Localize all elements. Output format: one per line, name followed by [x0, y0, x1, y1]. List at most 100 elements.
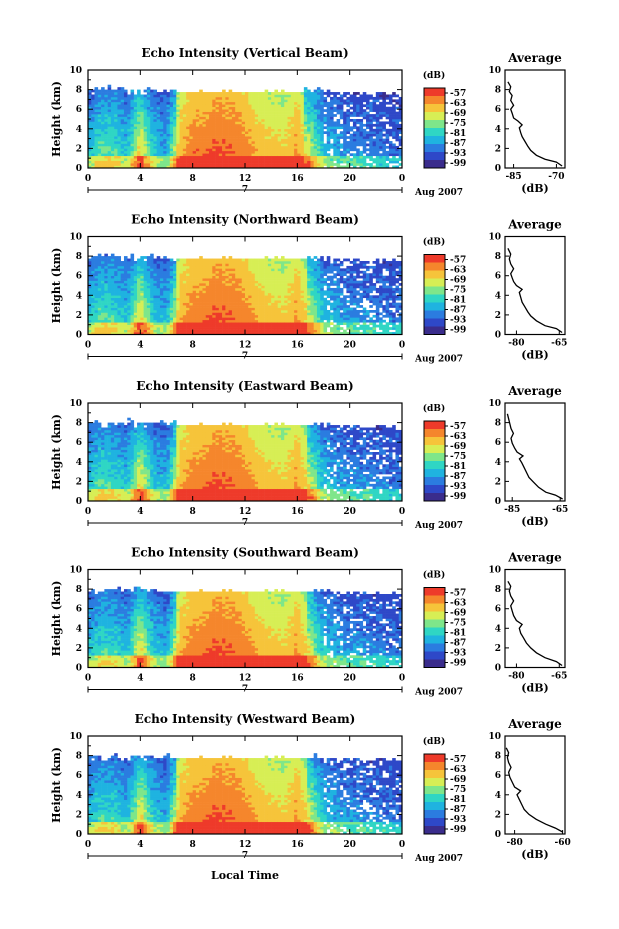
heatmap-cell — [189, 275, 193, 279]
heatmap-cell — [212, 123, 216, 127]
heatmap-cell — [245, 332, 249, 335]
heatmap-cell — [153, 312, 157, 316]
heatmap-cell — [267, 258, 272, 262]
heatmap-cell — [349, 96, 354, 100]
heatmap-cell — [218, 138, 223, 142]
heatmap-cell — [395, 121, 400, 125]
heatmap-cell — [366, 116, 370, 120]
heatmap-cell — [241, 94, 246, 98]
heatmap-cell — [264, 270, 269, 274]
heatmap-cell — [271, 292, 275, 296]
heatmap-cell — [241, 114, 246, 117]
heatmap-cell — [225, 302, 229, 306]
heatmap-cell — [146, 119, 151, 122]
heatmap-cell — [176, 153, 180, 157]
heatmap-cell — [91, 131, 95, 134]
heatmap-cell — [166, 109, 171, 112]
heatmap-cell — [274, 111, 279, 115]
heatmap-cell — [189, 261, 193, 264]
heatmap-cell — [202, 275, 207, 279]
heatmap-cell — [91, 295, 95, 299]
heatmap-cell — [251, 322, 256, 325]
heatmap-cell — [218, 119, 223, 122]
heatmap-cell — [179, 94, 184, 98]
heatmap-cell — [313, 106, 318, 110]
heatmap-cell — [366, 101, 370, 105]
heatmap-cell — [228, 153, 233, 157]
heatmap-cell — [209, 324, 213, 328]
heatmap-cell — [123, 329, 128, 333]
heatmap-cell — [280, 106, 285, 110]
heatmap-cell — [271, 141, 275, 144]
heatmap-cell — [271, 126, 275, 130]
heatmap-cell — [186, 145, 190, 149]
heatmap-cell — [189, 104, 193, 108]
heatmap-cell — [137, 314, 141, 318]
heatmap-cell — [369, 109, 373, 112]
heatmap-cell — [290, 268, 295, 272]
heatmap-cell — [137, 160, 141, 164]
heatmap-cell — [199, 89, 203, 93]
heatmap-cell — [88, 290, 92, 294]
heatmap-cell — [140, 155, 144, 159]
heatmap-cell — [277, 290, 282, 294]
heatmap-cell — [339, 111, 344, 115]
heatmap-cell — [195, 133, 200, 137]
heatmap-cell — [146, 87, 151, 90]
heatmap-cell — [303, 104, 308, 108]
heatmap-cell — [110, 165, 115, 169]
heatmap-cell — [294, 101, 298, 105]
heatmap-cell — [215, 165, 220, 169]
heatmap-cell — [91, 258, 95, 262]
heatmap-cell — [120, 121, 125, 125]
heatmap-cell — [352, 133, 357, 137]
heatmap-cell — [140, 145, 144, 149]
heatmap-cell — [258, 121, 262, 125]
heatmap-cell — [280, 121, 285, 125]
heatmap-cell — [336, 136, 341, 139]
heatmap-cell — [392, 123, 396, 127]
heatmap-cell — [117, 160, 122, 164]
heatmap-cell — [280, 305, 285, 308]
heatmap-cell — [245, 109, 249, 112]
heatmap-cell — [277, 126, 282, 130]
heatmap-cell — [209, 138, 213, 142]
heatmap-cell — [280, 114, 285, 117]
heatmap-cell — [300, 165, 305, 169]
heatmap-cell — [137, 265, 141, 269]
heatmap-cell — [316, 116, 321, 120]
heatmap-cell — [156, 283, 161, 286]
heatmap-cell — [97, 307, 102, 311]
heatmap-cell — [117, 324, 122, 328]
heatmap-cell — [235, 290, 239, 294]
heatmap-cell — [310, 128, 314, 132]
heatmap-cell — [225, 126, 229, 130]
heatmap-cell — [300, 99, 305, 103]
heatmap-cell — [339, 116, 344, 120]
heatmap-cell — [352, 94, 357, 98]
heatmap-cell — [277, 314, 282, 318]
heatmap-cell — [140, 273, 144, 276]
heatmap-cell — [238, 329, 243, 333]
heatmap-cell — [284, 126, 288, 130]
heatmap-cell — [398, 163, 403, 166]
heatmap-cell — [238, 285, 243, 289]
heatmap-cell — [150, 300, 154, 303]
heatmap-cell — [156, 165, 161, 169]
heatmap-cell — [195, 96, 200, 100]
heatmap-cell — [156, 280, 161, 284]
heatmap-cell — [140, 131, 144, 134]
heatmap-cell — [199, 302, 203, 306]
heatmap-cell — [369, 126, 373, 130]
heatmap-cell — [192, 104, 197, 108]
heatmap-cell — [182, 268, 187, 272]
heatmap-cell — [398, 155, 403, 159]
heatmap-cell — [101, 116, 105, 120]
heatmap-cell — [166, 106, 171, 110]
heatmap-cell — [238, 310, 243, 313]
heatmap-cell — [179, 155, 184, 159]
heatmap-cell — [280, 300, 285, 303]
heatmap-cell — [179, 275, 184, 279]
heatmap-cell — [101, 165, 105, 169]
heatmap-cell — [182, 131, 187, 134]
